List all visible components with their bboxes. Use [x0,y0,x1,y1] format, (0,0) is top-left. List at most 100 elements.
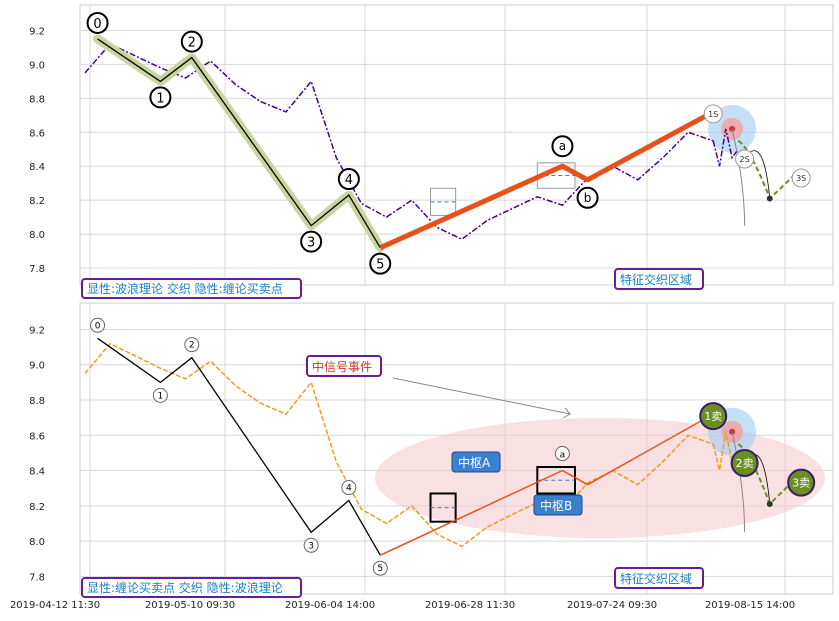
x-tick-label: 2019-07-24 09:30 [567,600,657,611]
top-grid [80,5,833,285]
bottom-panel: 7.8 8.0 8.2 8.4 8.6 8.8 9.0 9.2 0 1 2 3 4 5 a 1卖 2卖 3卖 显… [29,302,834,598]
wave-label-marker [180,30,203,53]
wave-label-marker [300,230,323,253]
y-tick-label: 7.8 [29,572,45,583]
x-tick-label: 2019-08-15 14:00 [705,600,795,611]
top-plot-area [79,4,834,286]
y-tick-label: 8.4 [29,467,45,478]
top-panel: 7.88.08.28.48.68.89.09.2 012345ab1S2S3S … [29,4,834,299]
top-legend-text: 显性:波浪理论 交织 隐性:缠论买卖点 [87,281,283,296]
sell-marker [735,149,755,169]
abc-label-marker [554,446,570,462]
wave-label-marker [341,480,357,496]
wave-label-marker [149,86,172,109]
wave-label: 1 [158,391,164,401]
top-wave-line [93,34,385,253]
top-region-box: 特征交织区域 [614,268,704,290]
bottom-wave-line [97,337,381,556]
wave-path [97,38,381,249]
forecast-drop [731,431,746,533]
wave-label-marker [372,560,388,576]
event-arrow [392,377,572,419]
bottom-abc-line [379,413,714,556]
y-tick-label: 8.0 [29,230,45,241]
top-region-text: 特征交织区域 [620,272,692,287]
wave-label: 2 [189,341,195,351]
y-tick-label: 8.2 [29,196,45,207]
x-tick-label: 2019-05-10 09:30 [145,600,235,611]
event-text: 中信号事件 [312,359,372,374]
zs-a-text: 中枢A [458,455,491,470]
bottom-legend-text: 显性:缠论买卖点 交织 隐性:波浪理论 [87,580,283,595]
wave-label-marker [90,317,106,333]
forecast-drop [731,128,746,226]
wave-path [97,337,381,556]
wave-label: 1 [156,91,164,106]
wave-label: 0 [95,321,101,331]
y-tick-label: 8.6 [29,128,45,139]
wave-label-marker [337,168,360,191]
abc-label-marker [551,135,574,158]
zs-b-text: 中枢B [540,498,572,513]
sell-label: 1卖 [704,410,722,423]
abc-label-marker [576,186,599,209]
wave-label: 5 [377,564,383,574]
y-tick-label: 9.0 [29,60,45,71]
y-tick-label: 8.4 [29,162,45,173]
bottom-region-box: 特征交织区域 [614,567,704,589]
bottom-wave-labels: 0 1 2 3 4 5 a 1卖 2卖 3卖 [90,317,816,576]
abc-label: a [559,139,566,153]
y-tick-label: 8.8 [29,94,45,105]
y-tick-label: 8.0 [29,537,45,548]
bottom-region-text: 特征交织区域 [620,571,692,586]
top-y-ticks: 7.8 8.0 8.2 8.4 8.6 8.8 9.0 9.2 [29,26,45,275]
wave-label: 3 [308,541,314,551]
top-abc-line [379,109,715,250]
x-tick-label: 2019-06-04 14:00 [285,600,375,611]
x-axis-ticks: 2019-04-12 11:30 2019-05-10 09:30 2019-06-… [10,600,795,611]
sell-label: 3S [796,174,806,183]
y-tick-label: 9.2 [29,26,45,37]
y-tick-label: 8.8 [29,396,45,407]
sell-marker [730,448,759,477]
forecast-point [766,195,773,202]
wave-label-marker [184,337,200,353]
bottom-legend-box: 显性:缠论买卖点 交织 隐性:波浪理论 [81,577,302,598]
x-tick-label: 2019-06-28 11:30 [425,600,515,611]
wave-label: 4 [346,484,352,494]
top-wave-labels: 0 1 2 3 4 5 a b 1S 2S 3S [86,11,811,275]
wave-label: 3 [307,236,315,251]
y-tick-label: 9.0 [29,361,45,372]
abc-label: b [584,191,592,205]
sell-marker [791,168,811,188]
wave-label: 2 [188,36,196,51]
abc-path [379,109,715,250]
y-tick-label: 7.8 [29,264,45,275]
zs-a-label: 中枢A [451,451,501,473]
bottom-y-ticks: 7.8 8.0 8.2 8.4 8.6 8.8 9.0 9.2 [29,325,45,583]
wave-label-marker [303,537,319,553]
wave-label-marker [152,387,168,403]
sell-label: 3卖 [792,477,810,490]
y-tick-label: 9.2 [29,325,45,336]
abc-label: a [560,451,566,461]
zs-b-label: 中枢B [533,494,583,516]
forecast-point [766,501,773,508]
sell-label: 1S [708,110,718,119]
sell-label: 2S [740,155,750,164]
wave-label: 0 [93,17,101,32]
wave-label: 5 [376,258,384,273]
x-tick-label: 2019-04-12 11:30 [10,600,100,611]
sell-label: 2卖 [736,457,754,470]
sell-marker [699,402,728,431]
wave-label: 4 [345,173,353,188]
top-legend-box: 显性:波浪理论 交织 隐性:缠论买卖点 [81,278,302,299]
sell-marker [703,104,723,124]
abc-path [379,413,714,556]
event-box: 中信号事件 [306,355,382,377]
wave-label-marker [86,11,109,34]
y-tick-label: 8.6 [29,431,45,442]
price-series-line [712,128,739,167]
